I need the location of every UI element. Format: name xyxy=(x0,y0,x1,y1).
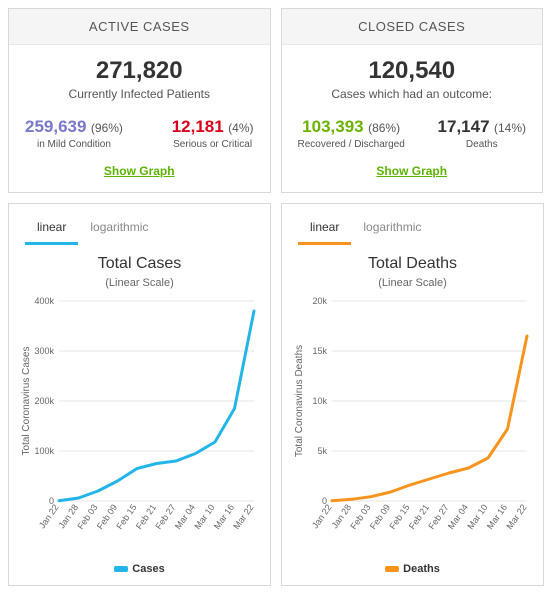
cases-legend-label: Cases xyxy=(132,563,164,575)
active-mild-pct: (96%) xyxy=(91,121,123,135)
active-cases-card: ACTIVE CASES 271,820 Currently Infected … xyxy=(8,8,271,193)
deaths-chart-subtitle: (Linear Scale) xyxy=(282,277,543,289)
active-mild-num: 259,639 xyxy=(25,117,86,136)
deaths-chart: 05k10k15k20kJan 22Jan 28Feb 03Feb 09Feb … xyxy=(290,295,535,555)
closed-recovered-label: Recovered / Discharged xyxy=(298,139,405,150)
svg-text:200k: 200k xyxy=(34,396,54,406)
svg-text:15k: 15k xyxy=(312,346,327,356)
cases-chart-title: Total Cases xyxy=(9,255,270,273)
closed-recovered-num: 103,393 xyxy=(302,117,363,136)
cases-chart: 0100k200k300k400kJan 22Jan 28Feb 03Feb 0… xyxy=(17,295,262,555)
tab-logarithmic[interactable]: logarithmic xyxy=(351,214,433,245)
closed-total: 120,540 xyxy=(292,57,533,85)
svg-text:100k: 100k xyxy=(34,446,54,456)
active-serious-num: 12,181 xyxy=(172,117,224,136)
svg-text:Mar 22: Mar 22 xyxy=(504,502,528,531)
closed-recovered-pct: (86%) xyxy=(368,121,400,135)
cases-chart-card: linear logarithmic Total Cases (Linear S… xyxy=(8,203,271,586)
active-serious-pct: (4%) xyxy=(228,121,253,135)
closed-deaths-pct: (14%) xyxy=(494,121,526,135)
deaths-legend-swatch xyxy=(385,566,399,572)
closed-total-label: Cases which had an outcome: xyxy=(292,87,533,101)
deaths-chart-card: linear logarithmic Total Deaths (Linear … xyxy=(281,203,544,586)
svg-text:300k: 300k xyxy=(34,346,54,356)
tab-logarithmic[interactable]: logarithmic xyxy=(78,214,160,245)
active-show-graph-link[interactable]: Show Graph xyxy=(19,164,260,178)
deaths-legend: Deaths xyxy=(282,563,543,585)
svg-text:5k: 5k xyxy=(317,446,327,456)
cases-legend: Cases xyxy=(9,563,270,585)
tab-linear[interactable]: linear xyxy=(298,214,351,245)
active-header: ACTIVE CASES xyxy=(9,9,270,45)
cases-chart-subtitle: (Linear Scale) xyxy=(9,277,270,289)
cases-legend-swatch xyxy=(114,566,128,572)
active-total-label: Currently Infected Patients xyxy=(19,87,260,101)
svg-text:10k: 10k xyxy=(312,396,327,406)
closed-header: CLOSED CASES xyxy=(282,9,543,45)
closed-deaths-num: 17,147 xyxy=(438,117,490,136)
active-total: 271,820 xyxy=(19,57,260,85)
closed-deaths-label: Deaths xyxy=(438,139,526,150)
svg-text:400k: 400k xyxy=(34,296,54,306)
svg-text:Total Coronavirus Cases: Total Coronavirus Cases xyxy=(21,347,32,456)
active-serious-label: Serious or Critical xyxy=(172,139,254,150)
deaths-chart-title: Total Deaths xyxy=(282,255,543,273)
svg-text:Mar 22: Mar 22 xyxy=(231,502,255,531)
svg-text:Total Coronavirus Deaths: Total Coronavirus Deaths xyxy=(294,345,305,457)
deaths-legend-label: Deaths xyxy=(403,563,440,575)
tab-linear[interactable]: linear xyxy=(25,214,78,245)
svg-text:20k: 20k xyxy=(312,296,327,306)
active-mild-label: in Mild Condition xyxy=(25,139,123,150)
closed-cases-card: CLOSED CASES 120,540 Cases which had an … xyxy=(281,8,544,193)
closed-show-graph-link[interactable]: Show Graph xyxy=(292,164,533,178)
